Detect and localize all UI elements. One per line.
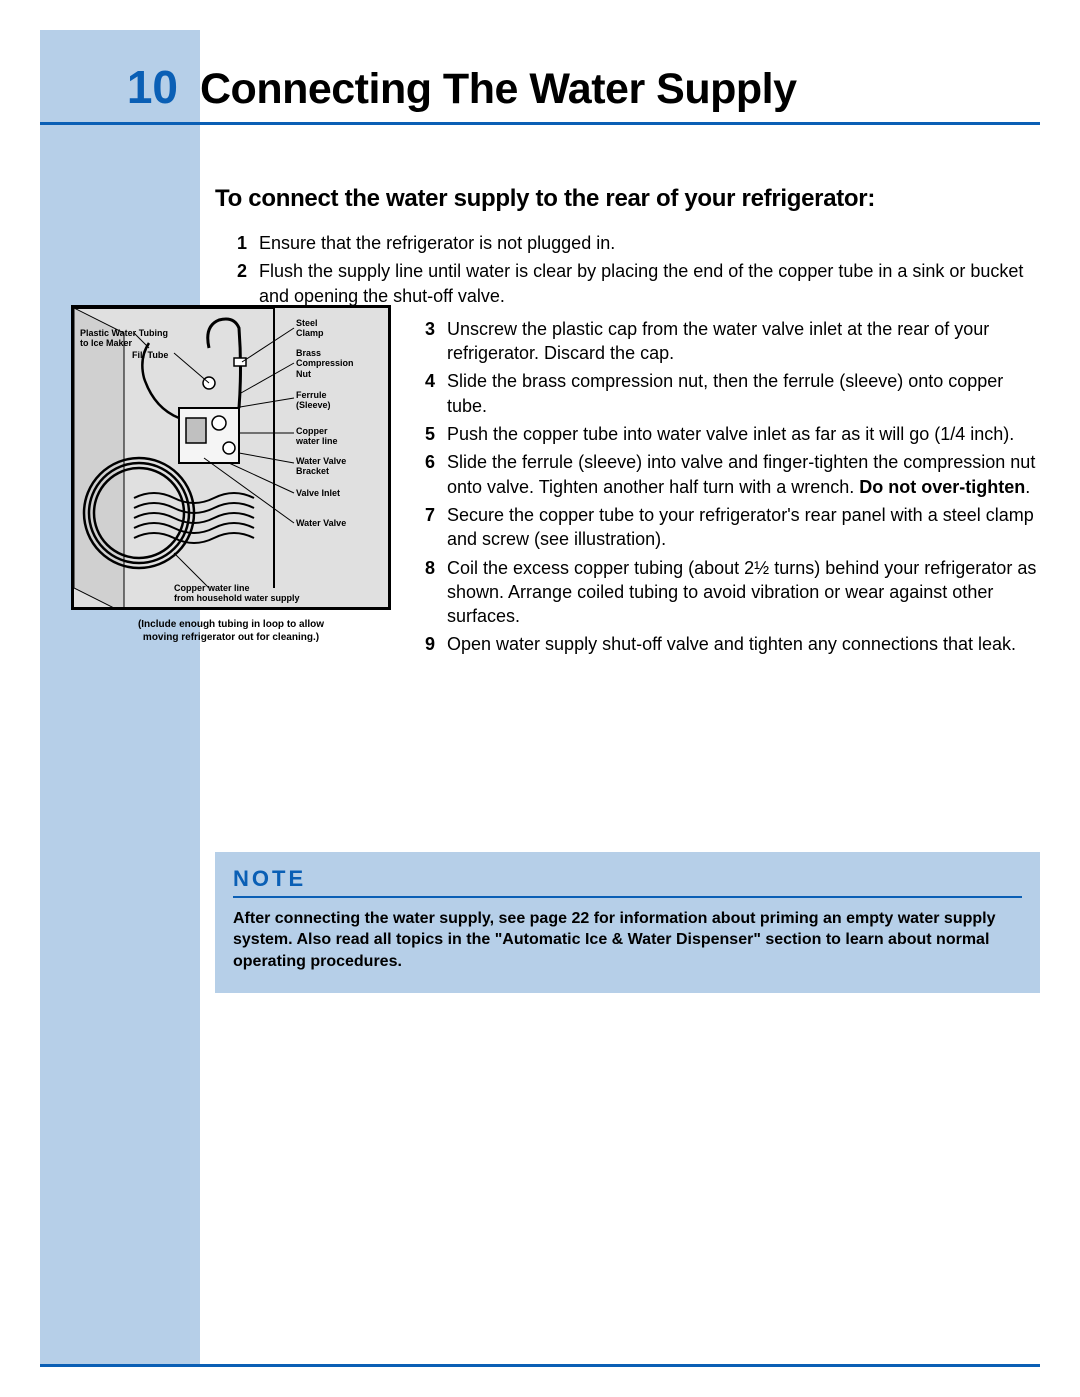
illus-label-copper-line: Copper water line <box>296 426 338 447</box>
note-title: NOTE <box>233 866 1022 898</box>
step-number: 5 <box>425 422 447 446</box>
step-row: 3 Unscrew the plastic cap from the water… <box>425 317 1040 366</box>
page-title: Connecting The Water Supply <box>200 65 796 114</box>
steps-top: 1 Ensure that the refrigerator is not pl… <box>215 231 1040 308</box>
sidebar-band <box>40 30 200 1367</box>
steps-right: 3 Unscrew the plastic cap from the water… <box>425 312 1040 657</box>
footer-rule <box>40 1364 1040 1367</box>
step-number: 8 <box>425 556 447 629</box>
step-text: Secure the copper tube to your refrigera… <box>447 503 1040 552</box>
page-number: 10 <box>40 60 200 114</box>
step-row: 1 Ensure that the refrigerator is not pl… <box>237 231 1040 255</box>
step-number: 6 <box>425 450 447 499</box>
step-number: 1 <box>237 231 259 255</box>
illus-label-valve-bracket: Water Valve Bracket <box>296 456 346 477</box>
illustration-caption: (Include enough tubing in loop to allow … <box>71 618 391 644</box>
step-number: 4 <box>425 369 447 418</box>
step-number: 7 <box>425 503 447 552</box>
illus-label-fill-tube: Fill Tube <box>132 350 168 360</box>
step-text: Slide the brass compression nut, then th… <box>447 369 1040 418</box>
step-row: 7 Secure the copper tube to your refrige… <box>425 503 1040 552</box>
page: 10 Connecting The Water Supply To connec… <box>40 30 1040 1367</box>
step-text: Open water supply shut-off valve and tig… <box>447 632 1040 656</box>
illus-label-valve-inlet: Valve Inlet <box>296 488 340 498</box>
illus-label-water-valve: Water Valve <box>296 518 346 528</box>
illus-label-steel-clamp: Steel Clamp <box>296 318 324 339</box>
step-text: Coil the excess copper tubing (about 2½ … <box>447 556 1040 629</box>
illustration-box: Plastic Water Tubing to Ice Maker Fill T… <box>71 305 391 610</box>
illus-label-household-supply: Copper water line from household water s… <box>174 583 334 604</box>
step-number: 2 <box>237 259 259 308</box>
step-row: 5 Push the copper tube into water valve … <box>425 422 1040 446</box>
step-row: 9 Open water supply shut-off valve and t… <box>425 632 1040 656</box>
illustration-container: Plastic Water Tubing to Ice Maker Fill T… <box>71 305 391 695</box>
step-row: 2 Flush the supply line until water is c… <box>237 259 1040 308</box>
note-box: NOTE After connecting the water supply, … <box>215 852 1040 993</box>
step-text: Ensure that the refrigerator is not plug… <box>259 231 1040 255</box>
step-row: 4 Slide the brass compression nut, then … <box>425 369 1040 418</box>
page-content: To connect the water supply to the rear … <box>215 185 1040 993</box>
note-text: After connecting the water supply, see p… <box>233 908 1022 973</box>
illus-label-ferrule: Ferrule (Sleeve) <box>296 390 331 411</box>
page-header: 10 Connecting The Water Supply <box>40 60 1040 125</box>
step-number: 3 <box>425 317 447 366</box>
illus-label-brass-nut: Brass Compression Nut <box>296 348 354 379</box>
step-text: Unscrew the plastic cap from the water v… <box>447 317 1040 366</box>
step-text: Slide the ferrule (sleeve) into valve an… <box>447 450 1040 499</box>
step-text: Push the copper tube into water valve in… <box>447 422 1040 446</box>
illus-label-plastic-tubing: Plastic Water Tubing to Ice Maker <box>80 328 180 349</box>
step-row: 6 Slide the ferrule (sleeve) into valve … <box>425 450 1040 499</box>
step-text: Flush the supply line until water is cle… <box>259 259 1040 308</box>
section-heading: To connect the water supply to the rear … <box>215 185 1040 213</box>
step-row: 8 Coil the excess copper tubing (about 2… <box>425 556 1040 629</box>
step-number: 9 <box>425 632 447 656</box>
